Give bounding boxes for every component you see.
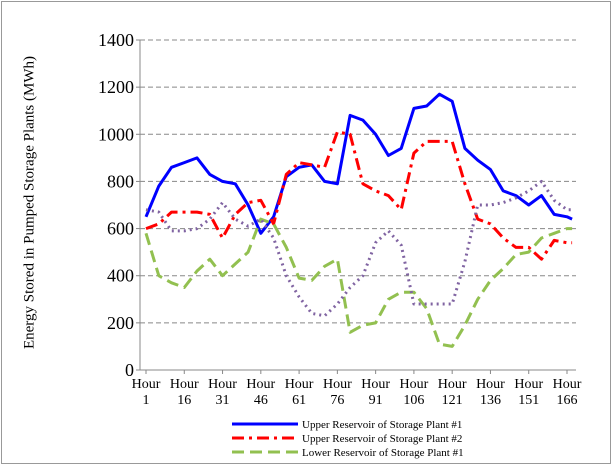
legend-label: Upper Reservoir of Storage Plant #1 [302,419,462,431]
series-line [145,130,573,261]
y-tick-label: 600 [107,219,134,239]
x-tick-label: Hour 46 [246,377,276,408]
y-tick-label: 200 [107,313,134,333]
x-tick-label: Hour 76 [322,377,352,408]
x-tick-label: Hour 151 [514,377,544,408]
x-tick-label: Hour 31 [208,377,237,408]
x-tick-label: Hour 121 [437,377,467,408]
series-line [145,179,573,318]
x-tick-label: Hour 1 [131,377,161,408]
y-tick-label: 1200 [98,77,134,97]
x-tick-label: Hour 16 [169,377,199,408]
x-tick-label: Hour 61 [284,377,314,408]
series-line [144,92,573,235]
x-tick-label: Hour 106 [399,377,429,408]
y-tick-label: 1400 [98,30,134,50]
y-tick-label: 0 [125,360,134,380]
x-tick-label: Hour 91 [361,377,391,408]
x-tick-label: Hour 136 [476,377,505,408]
y-tick-label: 800 [107,171,134,191]
y-tick-label: 1000 [98,124,134,144]
series-line [144,217,573,348]
x-tick-label: Hour 166 [552,377,582,408]
legend-label: Upper Reservoir of Storage Plant #2 [302,433,462,445]
legend-label: Lower Reservoir of Storage Plant #1 [302,447,464,459]
y-tick-label: 400 [107,266,134,286]
y-axis-title: Energy Stored in Pumped Storage Plants (… [21,55,38,350]
